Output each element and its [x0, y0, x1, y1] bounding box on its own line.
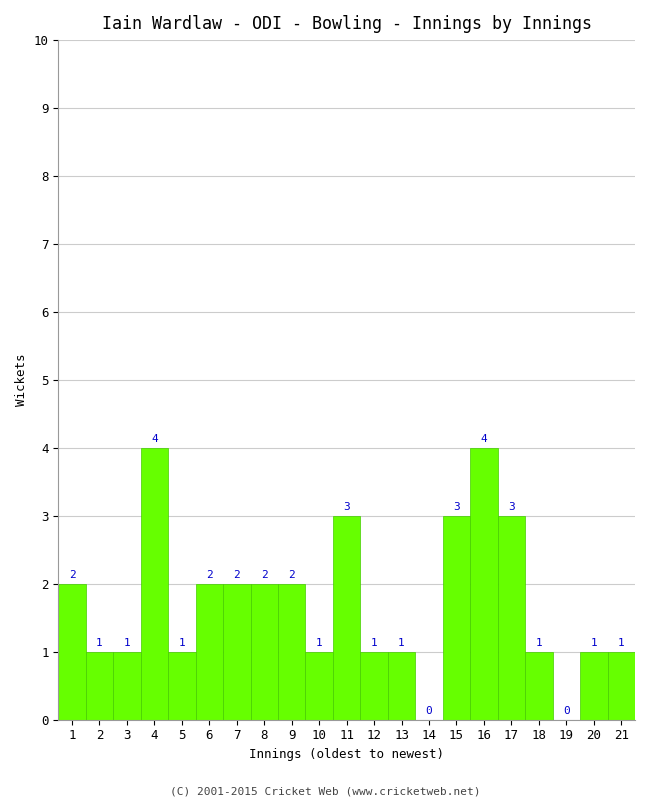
Bar: [58, 584, 86, 720]
Text: 2: 2: [233, 570, 240, 581]
Bar: [443, 516, 470, 720]
Text: 2: 2: [261, 570, 268, 581]
Bar: [86, 652, 113, 720]
Text: 0: 0: [563, 706, 569, 716]
Bar: [580, 652, 608, 720]
Bar: [140, 448, 168, 720]
Bar: [196, 584, 223, 720]
Text: 1: 1: [398, 638, 405, 648]
Text: 1: 1: [618, 638, 625, 648]
Bar: [306, 652, 333, 720]
Bar: [333, 516, 360, 720]
Bar: [525, 652, 552, 720]
Y-axis label: Wickets: Wickets: [15, 354, 28, 406]
Text: 4: 4: [480, 434, 488, 445]
Text: 2: 2: [69, 570, 75, 581]
Bar: [278, 584, 306, 720]
Text: 0: 0: [426, 706, 432, 716]
Text: 1: 1: [590, 638, 597, 648]
Text: 1: 1: [536, 638, 542, 648]
Bar: [250, 584, 278, 720]
Bar: [360, 652, 388, 720]
Text: 3: 3: [343, 502, 350, 513]
Text: 1: 1: [124, 638, 130, 648]
Text: 1: 1: [179, 638, 185, 648]
Bar: [223, 584, 250, 720]
Text: 3: 3: [453, 502, 460, 513]
Bar: [470, 448, 498, 720]
Text: 4: 4: [151, 434, 158, 445]
Text: 1: 1: [316, 638, 322, 648]
Bar: [168, 652, 196, 720]
Text: 1: 1: [96, 638, 103, 648]
Text: 1: 1: [370, 638, 378, 648]
Bar: [113, 652, 140, 720]
Text: 2: 2: [289, 570, 295, 581]
Bar: [608, 652, 635, 720]
Text: 2: 2: [206, 570, 213, 581]
Bar: [498, 516, 525, 720]
Text: 3: 3: [508, 502, 515, 513]
Text: (C) 2001-2015 Cricket Web (www.cricketweb.net): (C) 2001-2015 Cricket Web (www.cricketwe…: [170, 786, 480, 796]
Title: Iain Wardlaw - ODI - Bowling - Innings by Innings: Iain Wardlaw - ODI - Bowling - Innings b…: [101, 15, 592, 33]
X-axis label: Innings (oldest to newest): Innings (oldest to newest): [249, 748, 444, 761]
Bar: [388, 652, 415, 720]
